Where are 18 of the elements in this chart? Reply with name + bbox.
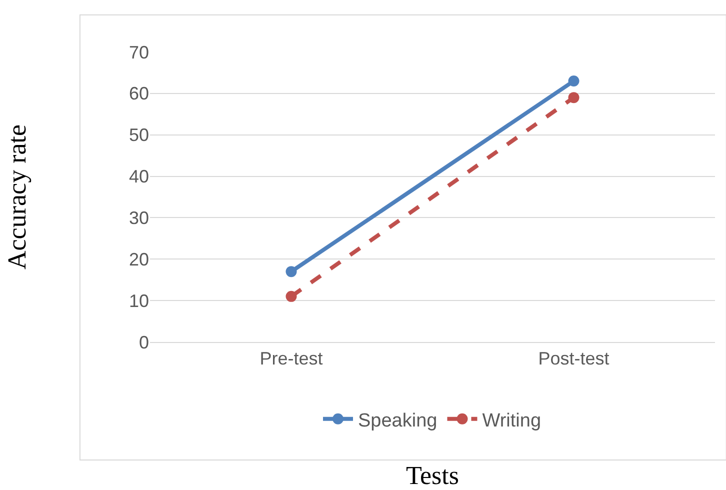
y-tick-label: 60 xyxy=(128,84,149,104)
legend-label: Speaking xyxy=(358,410,438,432)
x-axis-title: Tests xyxy=(406,461,460,490)
y-tick-label: 40 xyxy=(128,166,149,187)
y-axis-title: Accuracy rate xyxy=(2,124,32,270)
y-tick-label: 0 xyxy=(138,332,149,352)
point xyxy=(568,92,580,104)
legend-label: Writing xyxy=(482,410,542,432)
y-tick-label: 50 xyxy=(128,125,149,146)
point xyxy=(568,76,580,86)
y-tick-label: 70 xyxy=(128,42,149,62)
y-tick-label: 20 xyxy=(128,249,149,270)
point xyxy=(286,266,297,278)
y-tick-label: 30 xyxy=(128,208,149,228)
y-tick-label: 10 xyxy=(128,290,149,311)
x-tick-label: Post-test xyxy=(538,348,610,369)
point xyxy=(286,290,297,302)
x-tick-label: Pre-test xyxy=(260,348,323,369)
